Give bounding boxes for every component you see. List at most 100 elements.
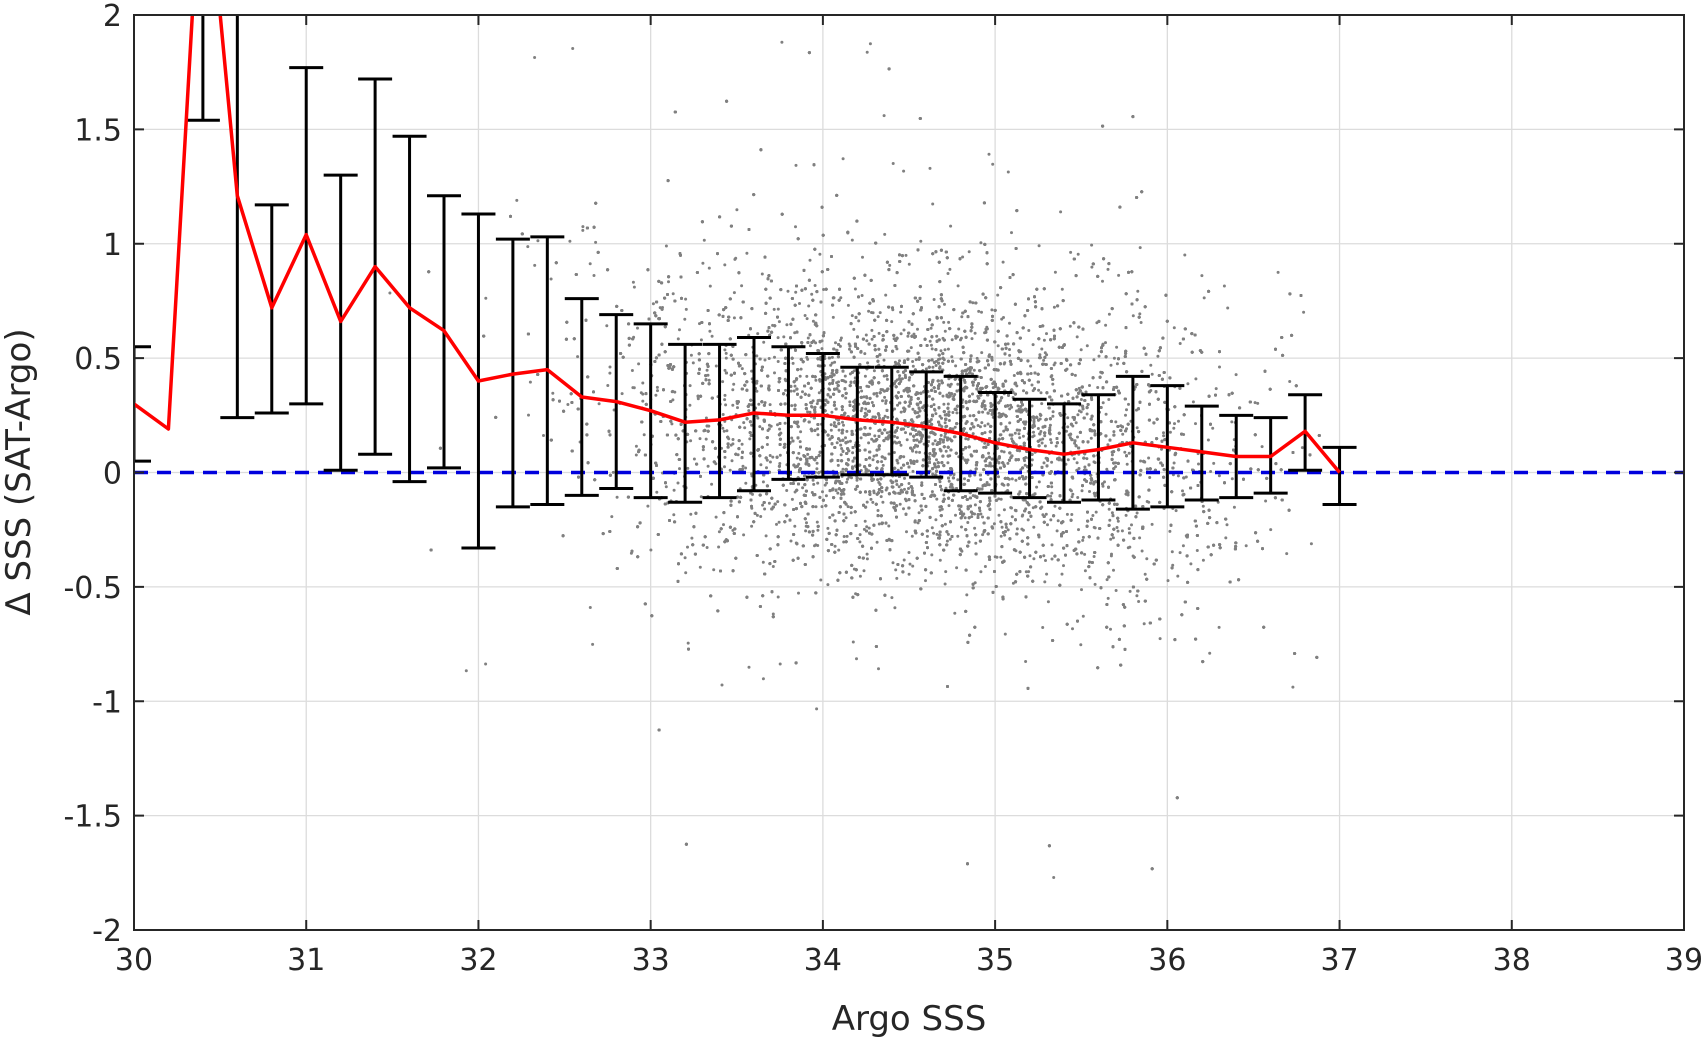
scatter-point [846,457,850,461]
scatter-point [1045,332,1048,336]
scatter-point [1009,403,1013,407]
scatter-point [848,400,852,404]
scatter-point [1158,637,1162,641]
scatter-point [849,511,853,515]
scatter-point [1090,243,1094,247]
scatter-point [756,416,760,420]
scatter-point [1012,374,1016,377]
grid [134,15,1684,930]
scatter-point [1096,386,1100,389]
scatter-point [1195,549,1199,552]
scatter-point [664,244,668,248]
scatter-point [1035,485,1039,489]
scatter-point [884,401,888,405]
scatter-point [1026,518,1030,522]
scatter-point [1054,444,1058,448]
scatter-point [1140,549,1144,553]
scatter-point [805,374,809,378]
scatter-point [1066,425,1070,429]
scatter-point [1170,550,1174,554]
scatter-point [880,460,884,464]
scatter-point [942,402,946,406]
scatter-point [740,284,744,288]
scatter-point [846,303,850,307]
scatter-point [783,421,787,425]
scatter-point [814,505,818,509]
scatter-point [940,425,944,429]
scatter-point [885,431,889,435]
scatter-point [1149,363,1153,367]
scatter-point [975,356,979,360]
scatter-point [950,338,954,342]
scatter-point [972,368,976,372]
scatter-point [1172,326,1176,330]
scatter-point [985,457,988,461]
scatter-point [1024,660,1028,663]
scatter-point [906,334,910,338]
scatter-point [1060,287,1064,291]
scatter-point [1020,514,1024,518]
scatter-point [1121,432,1125,436]
scatter-point [833,360,837,364]
scatter-point [778,377,782,380]
scatter-point [816,481,820,485]
scatter-point [804,529,808,533]
scatter-point [947,320,951,324]
scatter-point [997,513,1001,517]
scatter-point [956,534,960,538]
scatter-point [894,379,898,383]
scatter-point [763,507,767,511]
scatter-point [667,280,670,284]
scatter-point [750,524,754,528]
scatter-point [867,526,871,530]
scatter-point [723,263,727,267]
scatter-point [690,536,694,540]
scatter-point [1042,554,1046,558]
scatter-point [750,369,754,373]
scatter-point [723,465,726,469]
scatter-point [1073,373,1077,377]
scatter-point [701,448,705,452]
scatter-point [805,317,809,321]
scatter-point [757,402,761,406]
scatter-point [706,373,710,377]
scatter-point [934,364,938,367]
scatter-point [845,480,849,484]
scatter-point [1125,462,1129,466]
scatter-point [855,657,858,661]
scatter-point [688,384,692,388]
scatter-point [1094,510,1098,514]
scatter-point [484,662,488,666]
scatter-point [1017,432,1021,436]
scatter-point [1101,401,1105,405]
scatter-point [934,412,938,416]
scatter-point [904,431,907,435]
scatter-point [1138,536,1142,540]
scatter-point [921,427,925,431]
scatter-point [1048,426,1052,430]
scatter-point [1069,489,1073,493]
scatter-point [1143,572,1147,576]
scatter-point [1031,506,1035,510]
scatter-point [706,464,710,468]
scatter-point [785,489,789,492]
scatter-point [946,347,950,351]
scatter-point [806,452,810,456]
scatter-point [893,434,897,438]
scatter-point [698,322,701,326]
scatter-point [1040,347,1044,351]
scatter-point [960,315,964,319]
scatter-point [765,458,769,462]
scatter-point [902,507,905,511]
scatter-point [925,534,929,538]
scatter-point [717,530,721,534]
scatter-point [947,479,951,483]
scatter-point [1065,429,1068,433]
scatter-point [1117,273,1121,277]
scatter-point [1114,465,1118,469]
scatter-point [588,606,592,609]
scatter-point [1072,457,1076,461]
scatter-point [1081,538,1085,542]
scatter-point [737,364,741,368]
